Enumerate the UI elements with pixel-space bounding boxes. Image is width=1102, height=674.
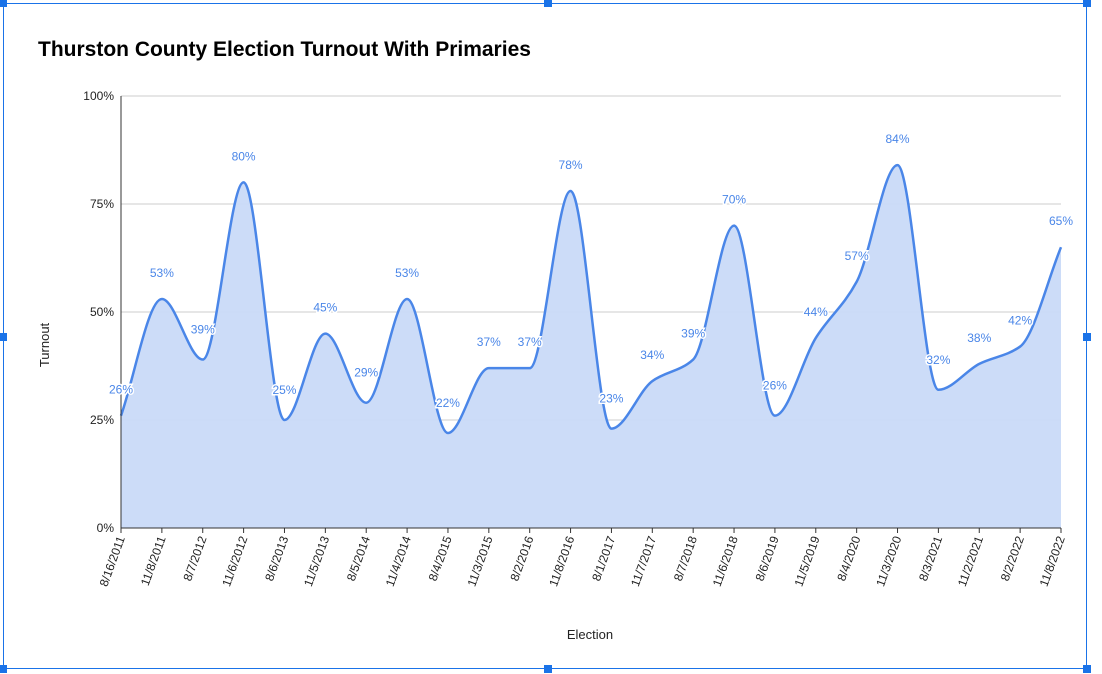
x-tick-label: 8/7/2018 bbox=[671, 534, 700, 583]
x-tick-label: 11/4/2014 bbox=[383, 534, 414, 588]
x-tick-labels: 8/16/2011 11/8/2011 8/7/2012 11/6/2012 8/6/2… bbox=[97, 534, 1068, 588]
series-line bbox=[119, 163, 1063, 435]
x-tick-label: 8/16/2011 bbox=[97, 534, 128, 588]
x-tick-label: 11/7/2017 bbox=[628, 534, 659, 588]
y-tick-labels: 0% 25% 50% 75% 100% bbox=[83, 89, 114, 535]
y-tick-label: 50% bbox=[90, 305, 114, 319]
x-tick-label: 11/6/2018 bbox=[710, 534, 741, 588]
resize-handle-bottom-right[interactable] bbox=[1083, 665, 1091, 673]
resize-handle-bottom-left[interactable] bbox=[0, 665, 7, 673]
x-tick-label: 8/4/2015 bbox=[426, 534, 455, 583]
y-tick-label: 100% bbox=[83, 89, 114, 103]
data-label: 38% bbox=[967, 331, 991, 345]
data-label: 70% bbox=[722, 193, 746, 207]
x-tick-label: 8/3/2021 bbox=[916, 534, 945, 583]
data-label: 26% bbox=[109, 383, 133, 397]
resize-handle-top[interactable] bbox=[544, 0, 552, 7]
data-label: 32% bbox=[926, 353, 950, 367]
x-tick-label: 11/5/2019 bbox=[791, 534, 822, 588]
x-tick-label: 11/6/2012 bbox=[219, 534, 250, 588]
data-label: 34% bbox=[640, 348, 664, 362]
axes bbox=[120, 96, 1062, 533]
data-label: 80% bbox=[232, 149, 256, 163]
data-label: 53% bbox=[395, 266, 419, 280]
data-label: 65% bbox=[1049, 214, 1073, 228]
data-labels: 26% 53% 39% 80% 25% 45% 29% 53% 22% 37% 37% 78% 23% 3… bbox=[107, 131, 1074, 412]
data-label: 37% bbox=[518, 335, 542, 349]
x-tick-label: 11/3/2020 bbox=[873, 534, 904, 588]
x-axis-title: Election bbox=[567, 627, 613, 642]
y-axis-title: Turnout bbox=[37, 322, 52, 367]
x-tick-label: 8/5/2014 bbox=[344, 534, 373, 583]
x-tick-label: 8/7/2012 bbox=[180, 534, 209, 583]
series-area bbox=[121, 165, 1061, 528]
resize-handle-left[interactable] bbox=[0, 333, 7, 341]
x-tick-label: 11/8/2016 bbox=[546, 534, 577, 588]
data-label: 37% bbox=[477, 335, 501, 349]
data-label: 23% bbox=[599, 392, 623, 406]
data-label: 22% bbox=[436, 396, 460, 410]
data-label: 39% bbox=[191, 323, 215, 337]
data-label: 39% bbox=[681, 327, 705, 341]
data-label: 53% bbox=[150, 266, 174, 280]
data-label: 29% bbox=[354, 366, 378, 380]
y-tick-label: 0% bbox=[97, 521, 115, 535]
x-tick-label: 8/2/2016 bbox=[507, 534, 536, 583]
y-tick-label: 75% bbox=[90, 197, 114, 211]
resize-handle-right[interactable] bbox=[1083, 333, 1091, 341]
x-tick-label: 8/6/2019 bbox=[753, 534, 782, 583]
data-label: 45% bbox=[313, 301, 337, 315]
data-label: 84% bbox=[886, 132, 910, 146]
x-tick-label: 11/5/2013 bbox=[301, 534, 332, 588]
x-tick-label: 8/2/2022 bbox=[998, 534, 1027, 583]
x-tick-label: 11/2/2021 bbox=[955, 534, 986, 588]
data-label: 25% bbox=[272, 383, 296, 397]
data-label: 57% bbox=[845, 249, 869, 263]
resize-handle-bottom[interactable] bbox=[544, 665, 552, 673]
x-tick-label: 11/8/2011 bbox=[138, 534, 169, 588]
x-tick-label: 8/4/2020 bbox=[834, 534, 863, 583]
y-tick-label: 25% bbox=[90, 413, 114, 427]
resize-handle-top-left[interactable] bbox=[0, 0, 7, 7]
data-label: 42% bbox=[1008, 314, 1032, 328]
x-tick-label: 11/3/2015 bbox=[465, 534, 496, 588]
x-tick-label: 8/1/2017 bbox=[589, 534, 618, 583]
chart-title: Thurston County Election Turnout With Pr… bbox=[38, 38, 531, 61]
x-tick-label: 8/6/2013 bbox=[262, 534, 291, 583]
data-label: 26% bbox=[763, 379, 787, 393]
data-label: 44% bbox=[804, 305, 828, 319]
resize-handle-top-right[interactable] bbox=[1083, 0, 1091, 7]
data-label: 78% bbox=[559, 158, 583, 172]
x-tick-label: 11/8/2022 bbox=[1037, 534, 1068, 588]
